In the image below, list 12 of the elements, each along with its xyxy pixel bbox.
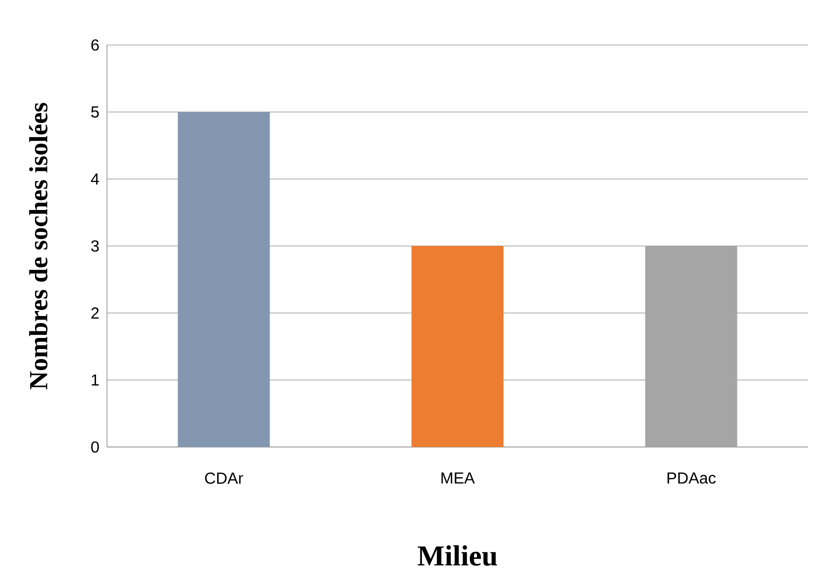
x-axis-title: Milieu: [418, 545, 498, 566]
y-tick-label: 2: [91, 307, 99, 319]
y-tick-label: 6: [91, 39, 99, 51]
y-tick-label: 4: [90, 173, 100, 185]
y-tick-label: 5: [91, 106, 99, 118]
y-tick-label: 1: [92, 374, 99, 386]
x-tick-label: CDAr: [205, 472, 244, 484]
y-tick-label: 0: [91, 441, 99, 453]
x-tick-label: MEA: [441, 472, 475, 484]
x-tick-label: PDAac: [668, 472, 716, 484]
y-tick-label: 3: [91, 240, 99, 252]
y-axis-title: Nombres de soches isolées: [29, 102, 48, 390]
